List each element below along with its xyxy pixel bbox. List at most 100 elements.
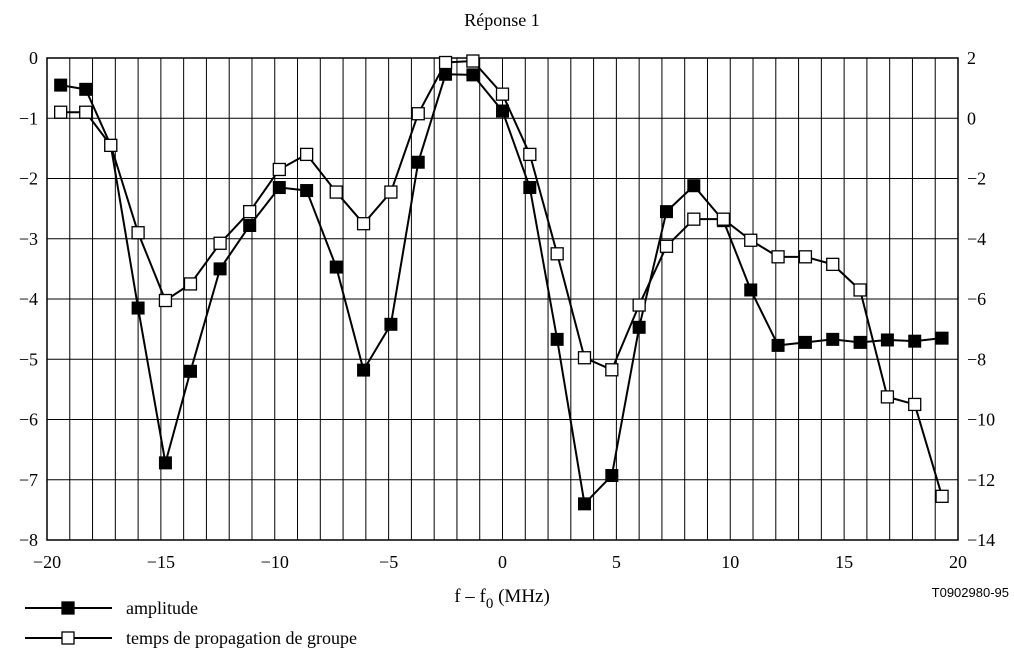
data-point [131, 301, 145, 315]
data-point [853, 283, 867, 297]
y-left-tick-label: −1 [19, 108, 38, 128]
x-tick-label: −5 [379, 552, 398, 572]
data-point [384, 185, 398, 199]
data-point [104, 138, 118, 153]
legend-marker [61, 601, 75, 615]
series-amplitude [54, 67, 949, 511]
data-point [659, 239, 674, 253]
data-point [744, 283, 758, 297]
data-point [438, 55, 453, 70]
data-point [550, 247, 564, 261]
y-right-tick-label: −2 [967, 169, 986, 189]
data-point [79, 82, 93, 96]
data-point [632, 320, 646, 334]
data-point [771, 338, 785, 352]
axis-ticks: 0−1−2−3−4−5−6−7−820−2−4−6−8−10−12−14−20−… [19, 48, 995, 572]
x-tick-label: −15 [147, 552, 175, 572]
data-point [158, 293, 173, 308]
legend-item: amplitude [25, 598, 198, 618]
y-left-tick-label: −6 [19, 410, 38, 430]
data-point [466, 54, 480, 68]
data-point [771, 250, 785, 264]
y-right-tick-label: −12 [967, 470, 995, 490]
data-point [384, 317, 398, 331]
data-point [908, 397, 922, 412]
y-right-tick-label: −14 [967, 530, 995, 550]
y-left-tick-label: −7 [19, 470, 38, 490]
data-point [880, 333, 894, 347]
x-axis-label-main: f – f [454, 586, 486, 607]
data-point [523, 181, 537, 195]
legend-label: amplitude [126, 598, 198, 618]
x-axis-label-subscript: 0 [486, 596, 494, 612]
x-tick-label: 0 [498, 552, 507, 572]
legend-item: temps de propagation de groupe [25, 628, 357, 648]
y-right-tick-label: −8 [967, 349, 986, 369]
x-tick-label: 20 [949, 552, 967, 572]
x-tick-label: 15 [835, 552, 853, 572]
data-point [659, 205, 673, 219]
x-tick-label: −20 [33, 552, 61, 572]
legend-label: temps de propagation de groupe [126, 628, 357, 648]
plot-frame [46, 57, 959, 541]
plot-area-border [46, 57, 959, 541]
data-point [272, 162, 286, 177]
data-point [935, 489, 949, 503]
data-point [183, 364, 197, 378]
data-point [495, 87, 510, 101]
y-right-tick-label: −6 [967, 289, 986, 309]
data-point [853, 335, 867, 349]
data-point [605, 469, 619, 483]
data-point [213, 262, 227, 276]
data-point [329, 260, 343, 274]
x-tick-label: −10 [261, 552, 289, 572]
data-point [466, 68, 480, 82]
data-point [299, 147, 314, 162]
data-point [826, 332, 840, 346]
data-point [131, 226, 145, 240]
data-point [826, 257, 840, 272]
x-tick-label: 10 [721, 552, 739, 572]
data-point [523, 147, 537, 162]
grid-lines [47, 58, 958, 540]
data-point [716, 212, 731, 226]
y-left-tick-label: −8 [19, 530, 38, 550]
data-point [577, 497, 591, 511]
data-point [605, 363, 619, 377]
data-point [183, 277, 198, 291]
y-right-tick-label: 2 [967, 48, 976, 68]
data-point [357, 363, 371, 377]
data-point [300, 184, 314, 198]
series-group-delay [54, 54, 949, 503]
data-point [243, 218, 257, 232]
y-right-tick-label: −4 [967, 229, 986, 249]
data-point [496, 104, 509, 118]
y-right-tick-label: 0 [967, 108, 976, 128]
data-point [744, 233, 758, 247]
x-tick-label: 5 [612, 552, 621, 572]
data-point [550, 332, 564, 346]
data-point [411, 155, 425, 169]
data-point [79, 105, 93, 119]
data-point [329, 185, 343, 199]
x-axis-label: f – f0 (MHz) [454, 586, 550, 612]
x-axis-label-unit: (MHz) [493, 586, 549, 607]
data-point [687, 179, 701, 193]
data-point [54, 78, 68, 92]
data-point [54, 105, 68, 119]
y-left-tick-label: −5 [19, 349, 38, 369]
data-point [908, 334, 922, 348]
y-left-tick-label: −4 [19, 289, 38, 309]
chart-title: Réponse 1 [464, 10, 540, 30]
data-point [243, 204, 257, 219]
data-point [632, 298, 646, 312]
y-right-tick-label: −10 [967, 410, 995, 430]
data-point [798, 250, 813, 264]
data-point [935, 331, 949, 345]
data-point [687, 212, 701, 226]
data-point [411, 107, 425, 121]
data-point [272, 181, 286, 195]
y-left-tick-label: −2 [19, 169, 38, 189]
data-point [577, 351, 592, 365]
